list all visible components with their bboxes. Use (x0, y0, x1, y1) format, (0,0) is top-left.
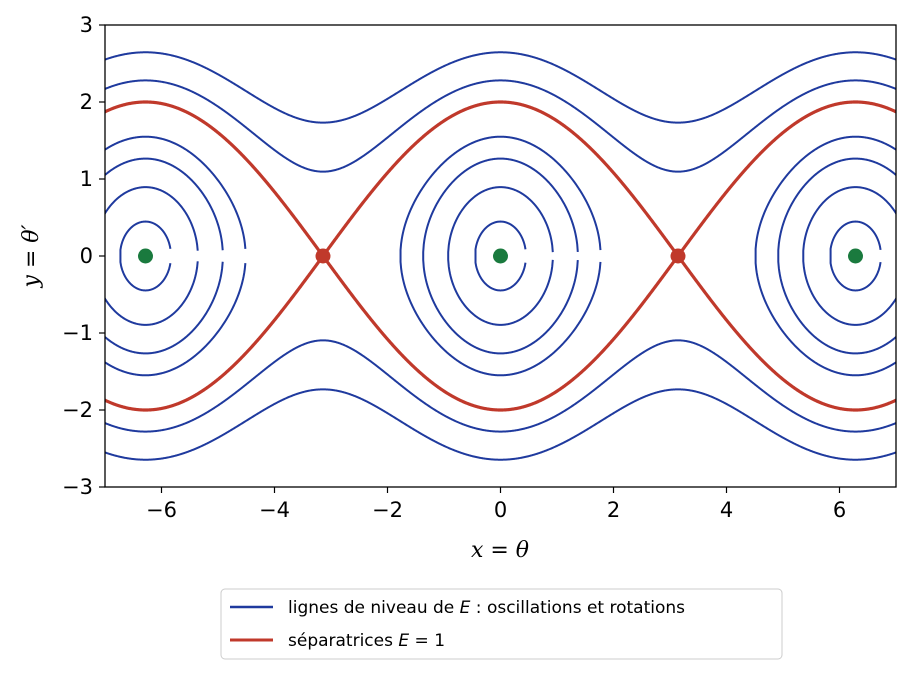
level-curve (105, 186, 896, 256)
level-curve (105, 157, 896, 256)
legend-box (220, 588, 783, 660)
level-curve (105, 79, 896, 173)
saddle-point (670, 248, 686, 264)
x-axis-label: x = θ (471, 538, 529, 563)
legend: lignes de niveau de E : oscillations et … (220, 588, 783, 660)
y-tick-label: 0 (80, 244, 93, 268)
level-curve (119, 256, 882, 292)
y-axis-label: y = θ′ (19, 224, 44, 288)
legend-label-separatrix: séparatrices E = 1 (288, 631, 445, 651)
level-curve (105, 256, 896, 326)
x-tick-label: −6 (146, 498, 177, 522)
level-curve (105, 256, 896, 355)
x-tick-label: 2 (607, 498, 620, 522)
y-tick-label: −3 (62, 475, 93, 499)
saddle-point (315, 248, 331, 264)
y-tick-label: 1 (80, 167, 93, 191)
level-curve (105, 256, 896, 377)
level-curve (105, 135, 896, 256)
x-axis-ticks: −6 −4 −2 0 2 4 6 (146, 487, 846, 522)
y-tick-label: 2 (80, 90, 93, 114)
x-tick-label: 6 (833, 498, 846, 522)
equilibrium-points (137, 248, 864, 264)
x-tick-label: 4 (720, 498, 733, 522)
center-point (848, 248, 864, 264)
x-tick-label: −4 (259, 498, 290, 522)
x-tick-label: −2 (372, 498, 403, 522)
separatrix-curve (105, 100, 896, 258)
y-axis-ticks: −3 −2 −1 0 1 2 3 (62, 13, 105, 499)
phase-curves (105, 51, 896, 461)
level-curve (119, 220, 882, 256)
level-curve (105, 388, 896, 461)
y-tick-label: 3 (80, 13, 93, 37)
y-tick-label: −1 (62, 321, 93, 345)
level-curve (105, 339, 896, 433)
level-curve (105, 51, 896, 124)
legend-label-levels: lignes de niveau de E : oscillations et … (288, 598, 685, 618)
center-point (137, 248, 153, 264)
center-point (493, 248, 508, 264)
x-tick-label: 0 (494, 498, 507, 522)
y-tick-label: −2 (62, 398, 93, 422)
separatrix-curve (105, 254, 896, 412)
